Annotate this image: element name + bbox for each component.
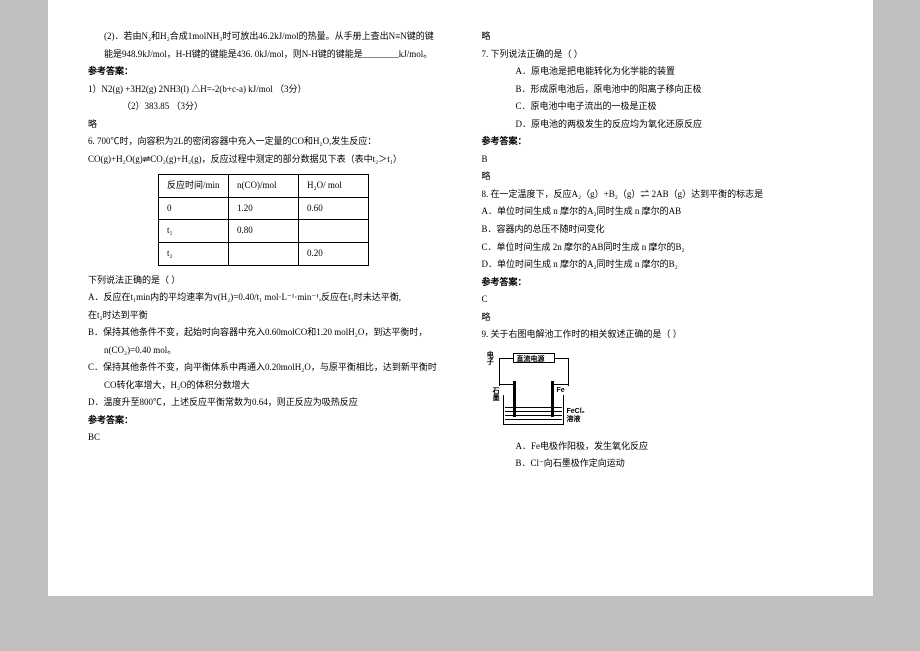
q7-optC: C．原电池中电子流出的一极是正极 <box>482 98 834 116</box>
table-cell: t₁ <box>159 220 229 243</box>
right-column: 略 7. 下列说法正确的是（ ） A．原电池是把电能转化为化学能的装置 B．形成… <box>482 28 834 576</box>
q6-optB-l1: B．保持其他条件不变，起始时向容器中充入0.60molCO和1.20 molH₂… <box>88 324 440 342</box>
q8-optD: D．单位时间生成 n 摩尔的A₂同时生成 n 摩尔的B₂ <box>482 256 834 274</box>
table-cell: H₂O/ mol <box>299 175 369 198</box>
q6-optA-l1: A．反应在t₁min内的平均速率为v(H₂)=0.40/t₁ mol·L⁻¹·m… <box>88 289 440 307</box>
table-cell <box>229 243 299 266</box>
answer-header: 参考答案： <box>88 412 440 430</box>
q6-stem2: CO(g)+H₂O(g)⇌CO₂(g)+H₂(g)，反应过程中测定的部分数据见下… <box>88 151 440 169</box>
q8-answer: C <box>482 291 834 309</box>
left-column: (2)．若由N₂和H₂合成1molNH₃时可放出46.2kJ/mol的热量。从手… <box>88 28 440 576</box>
q6-answer: BC <box>88 429 440 447</box>
diagram-label-solution: 溶液 <box>567 413 581 427</box>
answer-header: 参考答案： <box>482 274 834 292</box>
table-cell: 0.80 <box>229 220 299 243</box>
q9-optB: B．Cl⁻向石墨极作定向运动 <box>482 455 834 473</box>
q6-stem1: 6. 700℃时，向容积为2L的密闭容器中充入一定量的CO和H₂O,发生反应： <box>88 133 440 151</box>
table-cell: 0.20 <box>299 243 369 266</box>
q6-optB-l2: n(CO₂)=0.40 mol。 <box>88 342 440 360</box>
answer-header: 参考答案： <box>88 63 440 81</box>
table-cell: 0.60 <box>299 197 369 220</box>
table-row: 0 1.20 0.60 <box>159 197 369 220</box>
electrolysis-diagram: 直流电源 电子 石墨 Fe FeCl₂ 溶液 <box>488 350 588 432</box>
q6-optD: D．温度升至800℃，上述反应平衡常数为0.64，则正反应为吸热反应 <box>88 394 440 412</box>
table-row: t₁ 0.80 <box>159 220 369 243</box>
q2-stem: (2)．若由N₂和H₂合成1molNH₃时可放出46.2kJ/mol的热量。从手… <box>88 28 440 63</box>
q2-ans-line2: （2）383.85 （3分） <box>88 98 440 116</box>
omit-text: 略 <box>482 28 834 46</box>
q6-data-table: 反应时间/min n(CO)/mol H₂O/ mol 0 1.20 0.60 … <box>158 174 369 265</box>
q8-optC: C．单位时间生成 2n 摩尔的AB同时生成 n 摩尔的B₂ <box>482 239 834 257</box>
omit-text: 略 <box>88 116 440 134</box>
q8-optB: B．容器内的总压不随时间变化 <box>482 221 834 239</box>
page: (2)．若由N₂和H₂合成1molNH₃时可放出46.2kJ/mol的热量。从手… <box>48 0 873 596</box>
q7-stem: 7. 下列说法正确的是（ ） <box>482 46 834 64</box>
diagram-label-source: 直流电源 <box>517 353 545 367</box>
table-cell <box>299 220 369 243</box>
table-cell: 1.20 <box>229 197 299 220</box>
q6-prompt: 下列说法正确的是（ ） <box>88 272 440 290</box>
table-cell: n(CO)/mol <box>229 175 299 198</box>
omit-text: 略 <box>482 309 834 327</box>
table-row: t₂ 0.20 <box>159 243 369 266</box>
table-cell: 0 <box>159 197 229 220</box>
diagram-label-electron: 电子 <box>486 351 494 365</box>
q7-optB: B．形成原电池后，原电池中的阳离子移向正极 <box>482 81 834 99</box>
q7-optA: A．原电池是把电能转化为化学能的装置 <box>482 63 834 81</box>
omit-text: 略 <box>482 168 834 186</box>
q6-optC-l1: C．保持其他条件不变，向平衡体系中再通入0.20molH₂O，与原平衡相比，达到… <box>88 359 440 377</box>
q8-optA: A．单位时间生成 n 摩尔的A₂同时生成 n 摩尔的AB <box>482 203 834 221</box>
table-cell: 反应时间/min <box>159 175 229 198</box>
q7-optD: D．原电池的两极发生的反应均为氧化还原反应 <box>482 116 834 134</box>
diagram-label-graphite: 石墨 <box>489 387 503 401</box>
q7-answer: B <box>482 151 834 169</box>
q9-optA: A．Fe电极作阳极，发生氧化反应 <box>482 438 834 456</box>
q9-stem: 9. 关于右图电解池工作时的相关叙述正确的是（ ） <box>482 326 834 344</box>
table-cell: t₂ <box>159 243 229 266</box>
table-row: 反应时间/min n(CO)/mol H₂O/ mol <box>159 175 369 198</box>
q6-optC-l2: CO转化率增大，H₂O的体积分数增大 <box>88 377 440 395</box>
q6-optA-l2: 在t₂时达到平衡 <box>88 307 440 325</box>
q8-stem: 8. 在一定温度下，反应A₂（g）+B₂（g）⇌ 2AB（g）达到平衡的标志是 <box>482 186 834 204</box>
q2-ans-line1: 1）N2(g) +3H2(g) 2NH3(l) △H=-2(b+c-a) kJ/… <box>88 81 440 99</box>
answer-header: 参考答案： <box>482 133 834 151</box>
